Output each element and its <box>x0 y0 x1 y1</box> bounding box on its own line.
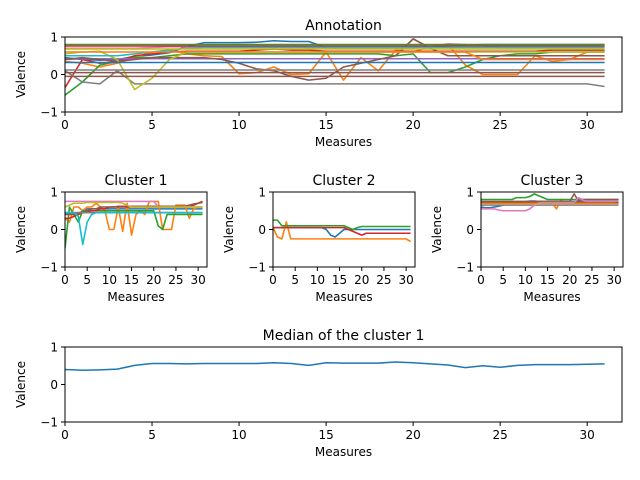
cluster-2-x-tick-label: 5 <box>291 273 299 287</box>
annotation-y-tick-label: −1 <box>40 106 58 120</box>
annotation-panel: 0 5 10 15 20 25 30−101AnnotationMeasuresValenc… <box>14 18 623 149</box>
cluster-2-x-tick-label: 0 <box>269 273 277 287</box>
cluster-2-y-tick-label: −1 <box>248 261 266 275</box>
median-of-the-cluster-1-x-tick-label: 15 <box>318 428 333 442</box>
median-of-the-cluster-1-x-tick-label: 5 <box>148 428 156 442</box>
cluster-1-x-tick-label: 15 <box>124 273 139 287</box>
annotation-y-tick-label: 1 <box>50 31 58 45</box>
cluster-1-series-line-1 <box>65 208 203 216</box>
cluster-3-x-axis-label: Measures <box>523 290 580 304</box>
cluster-3-title: Cluster 3 <box>520 173 583 189</box>
cluster-1-title: Cluster 1 <box>104 173 167 189</box>
cluster-1-series-line-10 <box>65 211 203 246</box>
median-of-the-cluster-1-x-tick-label: 20 <box>405 428 420 442</box>
median-of-the-cluster-1-y-tick-label: −1 <box>40 416 58 430</box>
cluster-3-x-tick-label: 10 <box>518 273 533 287</box>
annotation-x-tick-label: 0 <box>61 118 69 132</box>
cluster-1-lines <box>65 200 203 249</box>
median-of-the-cluster-1-x-tick-label: 30 <box>580 428 595 442</box>
cluster-2-y-axis-label: Valence <box>222 206 236 253</box>
cluster-2-x-tick-label: 15 <box>332 273 347 287</box>
cluster-1-x-tick-label: 5 <box>83 273 91 287</box>
cluster-2-y-tick-label: 1 <box>258 186 266 200</box>
cluster-2-x-tick-label: 10 <box>310 273 325 287</box>
cluster-1-series-line-2 <box>65 200 203 236</box>
median-of-the-cluster-1-series-line-1 <box>65 361 605 372</box>
cluster-3-x-tick-label: 15 <box>540 273 555 287</box>
annotation-x-tick-label: 30 <box>580 118 595 132</box>
cluster-1-series-line-9 <box>65 201 203 208</box>
annotation-x-tick-label: 20 <box>405 118 420 132</box>
median-of-the-cluster-1-y-tick-label: 1 <box>50 341 58 355</box>
cluster-2-x-tick-label: 20 <box>354 273 369 287</box>
median-of-the-cluster-1-lines <box>65 361 605 372</box>
cluster-2-x-tick-label: 30 <box>398 273 413 287</box>
cluster-3-series-line-7 <box>481 196 619 212</box>
cluster-2-series-line-2 <box>273 221 411 243</box>
cluster-2-x-tick-label: 25 <box>376 273 391 287</box>
cluster-3-x-tick-label: 5 <box>499 273 507 287</box>
annotation-lines <box>65 38 605 96</box>
median-of-the-cluster-1-x-axis-label: Measures <box>315 445 372 459</box>
annotation-y-axis-label: Valence <box>14 51 28 98</box>
annotation-x-tick-label: 15 <box>318 118 333 132</box>
cluster-2-series-line-4 <box>273 226 411 236</box>
median-of-the-cluster-1-x-tick-label: 10 <box>231 428 246 442</box>
cluster-1-y-tick-label: −1 <box>40 261 58 275</box>
cluster-3-lines <box>481 193 619 212</box>
annotation-x-tick-label: 25 <box>493 118 508 132</box>
annotation-y-tick-label: 0 <box>50 68 58 82</box>
annotation-title: Annotation <box>305 18 382 34</box>
cluster-1-x-tick-label: 10 <box>102 273 117 287</box>
cluster-3-y-tick-label: −1 <box>456 261 474 275</box>
cluster-1-y-tick-label: 1 <box>50 186 58 200</box>
cluster-2-lines <box>273 219 411 243</box>
cluster-3-x-tick-label: 0 <box>477 273 485 287</box>
cluster-3-y-tick-label: 1 <box>466 186 474 200</box>
cluster-3-x-tick-label: 30 <box>606 273 621 287</box>
cluster-1-x-tick-label: 0 <box>61 273 69 287</box>
annotation-series-line-12 <box>65 51 605 61</box>
median-of-the-cluster-1-y-tick-label: 0 <box>50 378 58 392</box>
cluster-1-y-axis-label: Valence <box>14 206 28 253</box>
cluster-3-x-tick-label: 20 <box>562 273 577 287</box>
cluster-1-x-tick-label: 25 <box>168 273 183 287</box>
cluster-2-y-tick-label: 0 <box>258 223 266 237</box>
cluster-3-y-tick-label: 0 <box>466 223 474 237</box>
cluster-3-y-axis-label: Valence <box>430 206 444 253</box>
cluster-2-title: Cluster 2 <box>312 173 375 189</box>
annotation-x-axis-label: Measures <box>315 135 372 149</box>
cluster-2-x-axis-label: Measures <box>315 290 372 304</box>
cluster-1-x-tick-label: 20 <box>146 273 161 287</box>
median-of-the-cluster-1-title: Median of the cluster 1 <box>263 328 425 344</box>
cluster-2-series-line-3 <box>273 219 411 231</box>
cluster-1-x-axis-label: Measures <box>107 290 164 304</box>
cluster-1-y-tick-label: 0 <box>50 223 58 237</box>
cluster-3-x-tick-label: 25 <box>584 273 599 287</box>
annotation-x-tick-label: 5 <box>148 118 156 132</box>
median-of-the-cluster-1-y-axis-label: Valence <box>14 361 28 408</box>
median-of-the-cluster-1-x-tick-label: 0 <box>61 428 69 442</box>
cluster-1-x-tick-label: 30 <box>190 273 205 287</box>
annotation-series-line-8 <box>65 69 605 88</box>
median-of-the-cluster-1-x-tick-label: 25 <box>493 428 508 442</box>
cluster-3-series-line-6 <box>481 193 619 203</box>
annotation-x-tick-label: 10 <box>231 118 246 132</box>
